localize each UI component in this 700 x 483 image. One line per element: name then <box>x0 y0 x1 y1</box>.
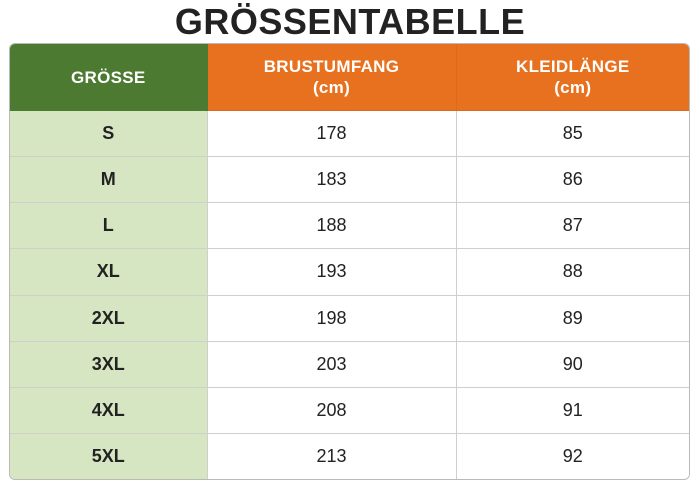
header-length-unit: (cm) <box>554 78 592 98</box>
header-chest-label: BRUSTUMFANG <box>263 57 400 77</box>
size-cell: M <box>10 156 208 204</box>
table-header-row: GRÖSSE BRUSTUMFANG (cm) KLEIDLÄNGE (cm) <box>10 44 689 112</box>
table-row: 5XL 213 92 <box>10 432 689 479</box>
header-length-label: KLEIDLÄNGE <box>516 57 630 77</box>
table-row: S 178 85 <box>10 110 689 158</box>
header-size: GRÖSSE <box>10 44 208 112</box>
size-table-container: GRÖSSE BRUSTUMFANG (cm) KLEIDLÄNGE (cm) … <box>9 43 690 480</box>
header-length: KLEIDLÄNGE (cm) <box>455 44 689 112</box>
size-table: GRÖSSE BRUSTUMFANG (cm) KLEIDLÄNGE (cm) … <box>10 44 689 479</box>
size-cell: S <box>10 110 208 158</box>
length-cell: 85 <box>455 110 689 158</box>
chest-cell: 213 <box>206 432 457 479</box>
table-row: 4XL 208 91 <box>10 386 689 434</box>
size-cell: L <box>10 202 208 250</box>
length-cell: 87 <box>455 202 689 250</box>
table-row: M 183 86 <box>10 156 689 204</box>
table-row: L 188 87 <box>10 202 689 250</box>
length-cell: 92 <box>455 432 689 479</box>
chest-cell: 183 <box>206 156 457 204</box>
chest-cell: 188 <box>206 202 457 250</box>
size-cell: 2XL <box>10 294 208 342</box>
header-chest-unit: (cm) <box>312 78 351 98</box>
chest-cell: 178 <box>206 110 457 158</box>
size-cell: 4XL <box>10 386 208 434</box>
table-row: XL 193 88 <box>10 248 689 296</box>
length-cell: 88 <box>455 248 689 296</box>
size-cell: XL <box>10 248 208 296</box>
length-cell: 90 <box>455 340 689 388</box>
length-cell: 86 <box>455 156 689 204</box>
table-row: 3XL 203 90 <box>10 340 689 388</box>
chest-cell: 208 <box>206 386 457 434</box>
chest-cell: 203 <box>206 340 457 388</box>
length-cell: 89 <box>455 294 689 342</box>
length-cell: 91 <box>455 386 689 434</box>
table-row: 2XL 198 89 <box>10 294 689 342</box>
chest-cell: 198 <box>206 294 457 342</box>
chest-cell: 193 <box>206 248 457 296</box>
page-title: GRÖSSENTABELLE <box>174 1 526 42</box>
size-cell: 3XL <box>10 340 208 388</box>
header-chest: BRUSTUMFANG (cm) <box>206 44 457 112</box>
size-cell: 5XL <box>10 432 208 479</box>
header-size-label: GRÖSSE <box>70 67 146 87</box>
